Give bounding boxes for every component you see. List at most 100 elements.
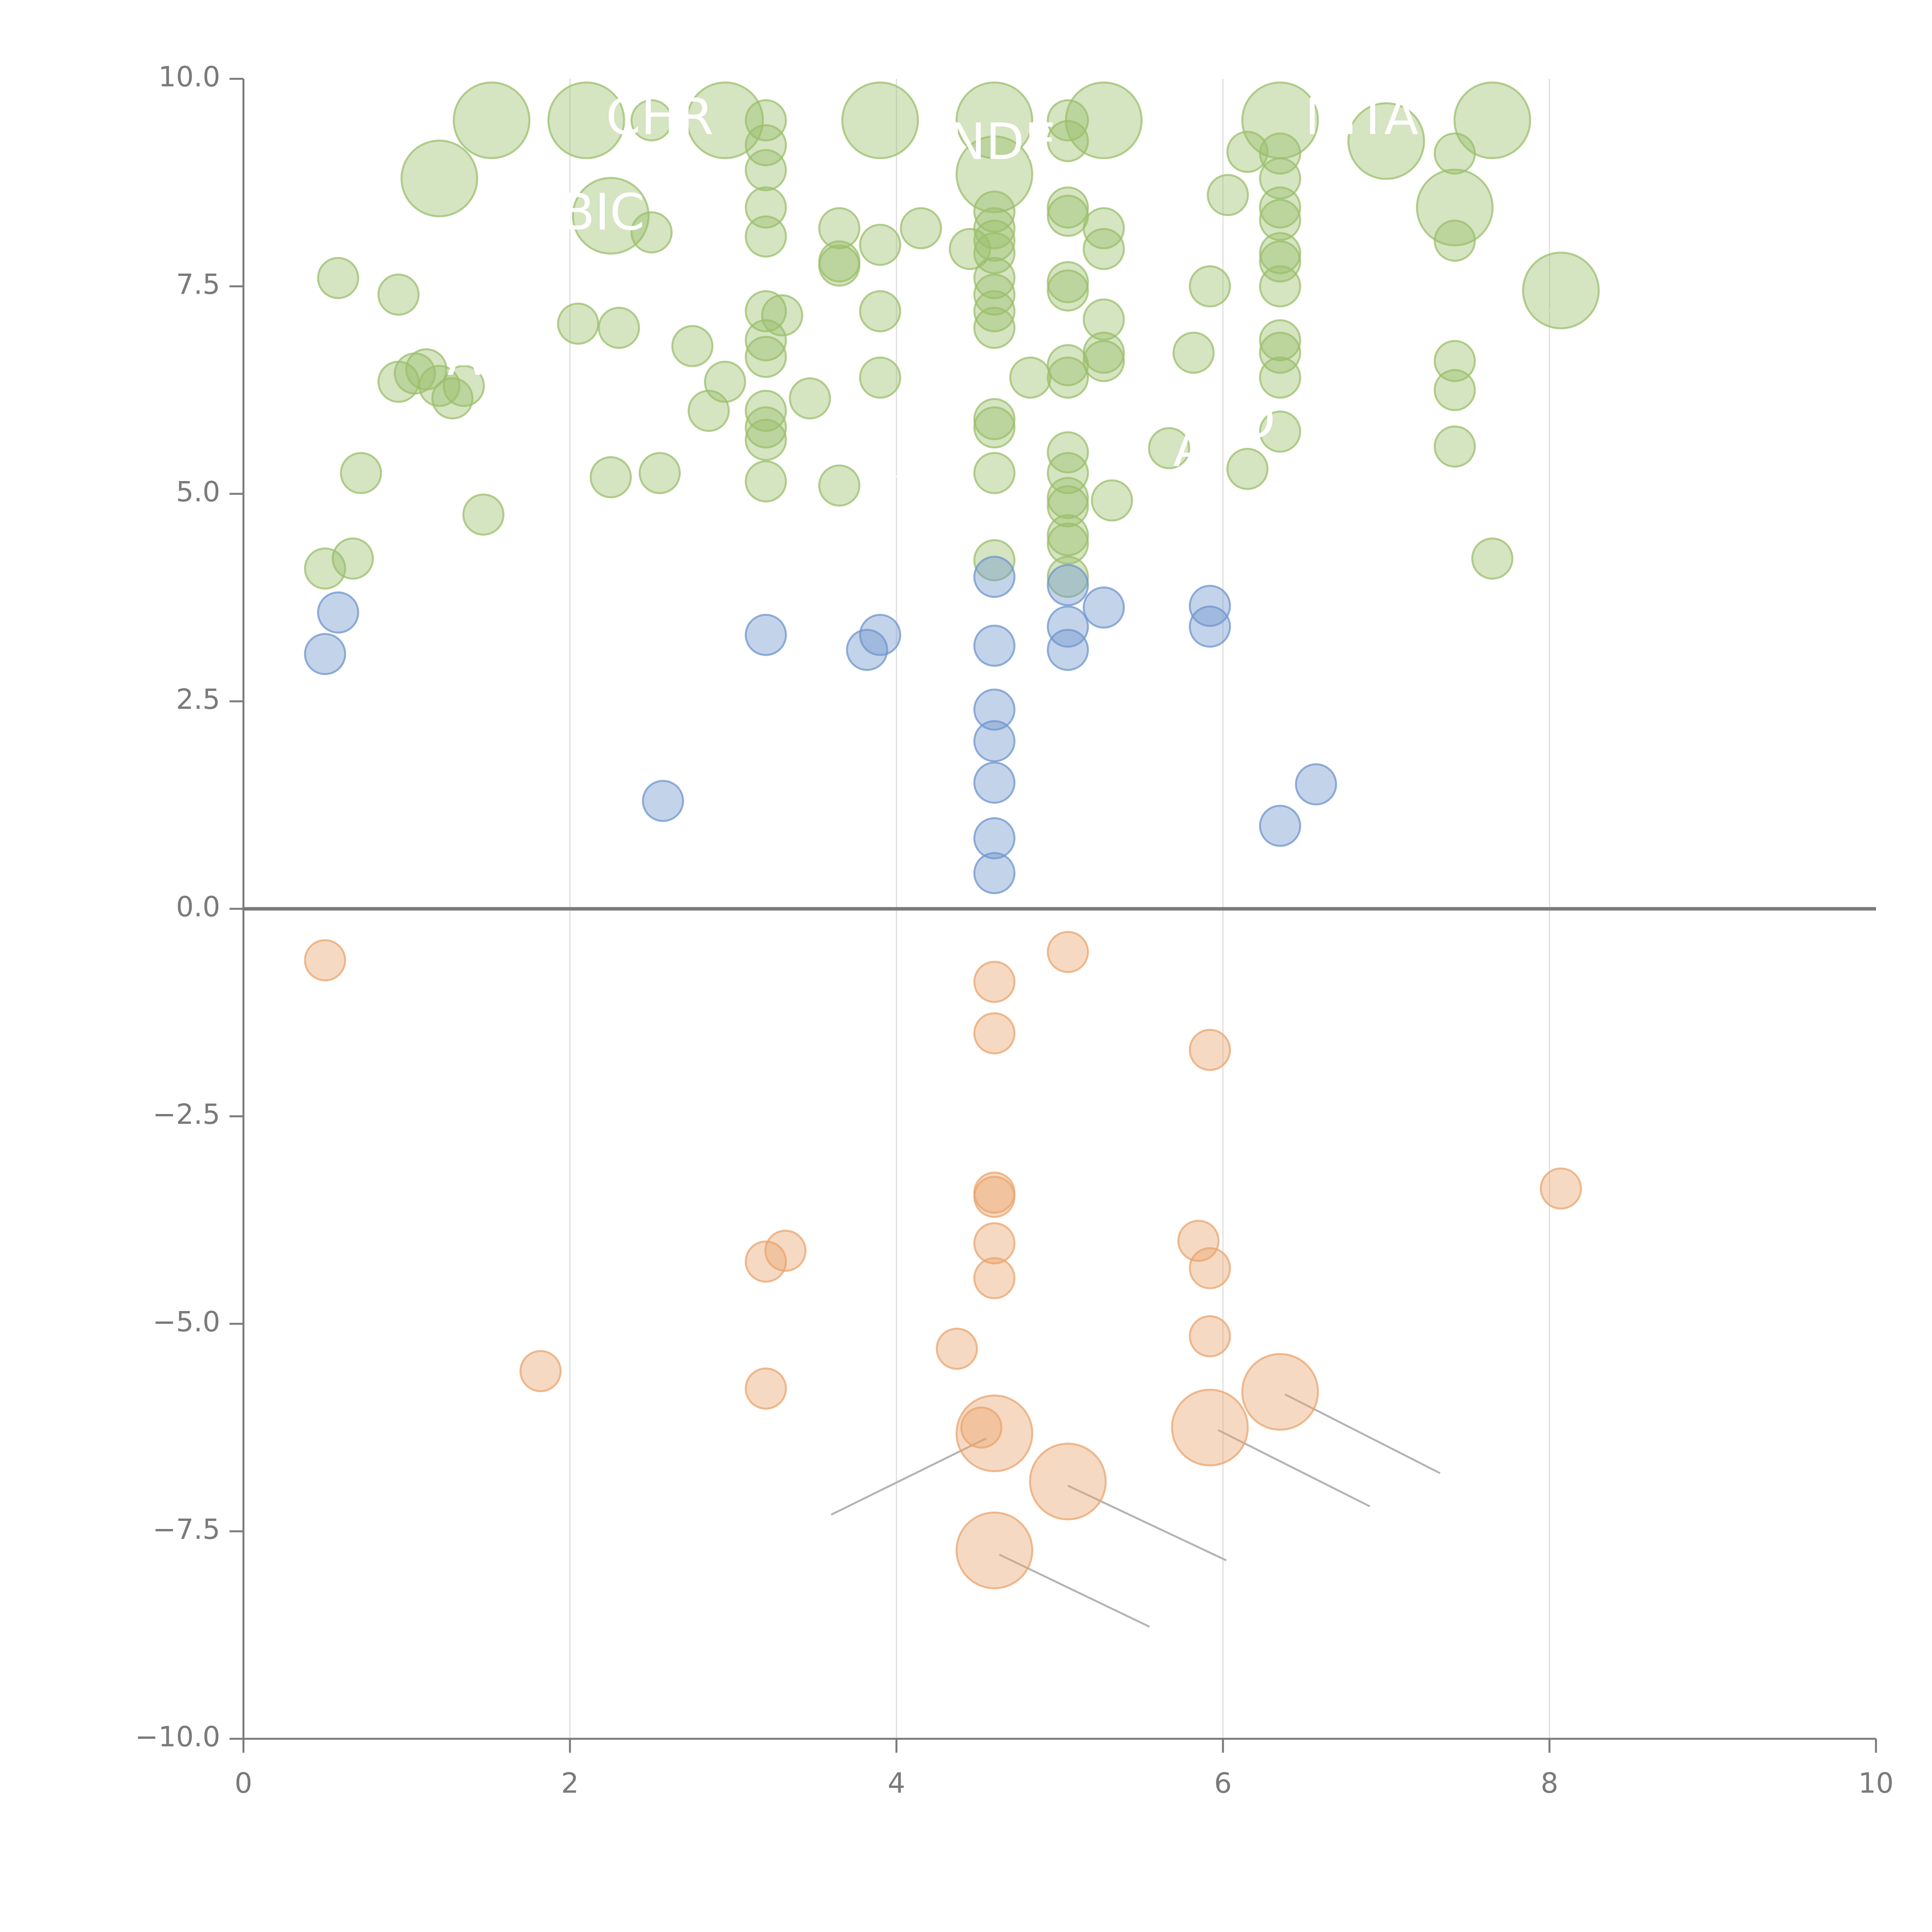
green-point-38 <box>745 460 787 503</box>
green-point-45 <box>859 224 901 266</box>
green-point-61 <box>973 406 1015 449</box>
green-point-33 <box>745 319 787 362</box>
green-point-39 <box>789 377 831 420</box>
green-point-104 <box>1259 410 1301 453</box>
y-tick-label-5: 2.5 <box>176 683 220 716</box>
green-point-44 <box>841 81 919 159</box>
green-point-37 <box>745 418 787 461</box>
green-point-52 <box>973 190 1015 233</box>
green-point-21 <box>671 325 714 367</box>
annotation-label-0: CHR <box>606 87 714 146</box>
green-point-109 <box>1434 340 1476 382</box>
green-point-31 <box>745 290 787 332</box>
green-point-3 <box>630 99 673 141</box>
orange-point-21 <box>1171 1389 1249 1466</box>
blue-point-2 <box>642 780 684 822</box>
leader-line-3 <box>1218 1429 1371 1507</box>
green-point-100 <box>1259 265 1301 308</box>
green-point-35 <box>745 389 787 432</box>
green-point-27 <box>745 124 787 167</box>
annotation-label-3: NITA <box>1305 87 1418 146</box>
green-point-91 <box>1226 131 1269 173</box>
green-point-58 <box>973 290 1015 332</box>
leader-line-10 <box>1271 124 1286 158</box>
annotation-leader-lines <box>419 123 1562 1628</box>
green-point-96 <box>1259 186 1301 229</box>
green-point-50 <box>956 81 1033 159</box>
green-point-64 <box>1009 356 1051 399</box>
blue-point-0 <box>317 591 359 634</box>
green-point-40 <box>818 207 861 250</box>
green-point-28 <box>745 149 787 191</box>
blue-point-11 <box>973 817 1015 859</box>
green-point-54 <box>973 219 1015 262</box>
green-point-66 <box>1047 120 1089 162</box>
green-point-87 <box>1148 427 1190 469</box>
blue-point-5 <box>859 614 901 656</box>
orange-point-20 <box>1189 1315 1231 1357</box>
green-point-24 <box>590 456 632 498</box>
green-point-36 <box>745 406 787 449</box>
orange-point-22 <box>1241 1353 1319 1431</box>
leader-line-11 <box>1492 128 1517 146</box>
green-point-97 <box>1259 199 1301 241</box>
green-point-16 <box>304 547 346 590</box>
x-tick-label-2: 4 <box>888 1767 905 1799</box>
orange-point-1 <box>519 1350 562 1392</box>
annotation-label-4: AE <box>447 328 513 387</box>
leader-line-5 <box>419 163 440 175</box>
green-point-55 <box>973 232 1015 274</box>
leader-line-12 <box>1454 214 1464 237</box>
green-point-7 <box>317 257 359 299</box>
green-point-43 <box>818 464 861 507</box>
green-point-108 <box>1434 219 1476 262</box>
leader-line-2 <box>999 1553 1150 1628</box>
orange-point-5 <box>935 1327 978 1370</box>
green-point-85 <box>1083 340 1125 382</box>
green-point-2 <box>547 81 625 159</box>
leader-line-16 <box>1067 361 1080 391</box>
leader-line-15 <box>662 468 672 490</box>
axes <box>230 78 1877 1753</box>
blue-point-1 <box>304 633 346 675</box>
x-tick-label-5: 10 <box>1858 1767 1894 1799</box>
leader-line-4 <box>1284 1393 1441 1474</box>
green-point-6 <box>630 211 673 253</box>
blue-point-20 <box>1295 763 1337 806</box>
green-point-53 <box>973 207 1015 250</box>
annotation-label-5: A <box>1173 419 1208 478</box>
x-tick-label-0: 0 <box>235 1767 252 1799</box>
leader-line-18 <box>896 460 914 478</box>
blue-point-19 <box>1259 804 1301 847</box>
green-point-62 <box>973 452 1015 494</box>
orange-point-18 <box>1189 1029 1231 1071</box>
orange-point-7 <box>973 961 1015 1003</box>
blue-point-14 <box>1047 605 1089 648</box>
blue-point-3 <box>745 614 787 656</box>
blue-point-13 <box>1047 564 1089 606</box>
green-point-25 <box>638 452 681 494</box>
green-point-56 <box>973 257 1015 299</box>
green-point-47 <box>859 356 901 399</box>
orange-point-15 <box>1047 931 1089 973</box>
green-point-68 <box>1047 194 1089 237</box>
green-point-111 <box>1434 425 1476 468</box>
green-point-70 <box>1047 269 1089 312</box>
y-tick-label-6: 5.0 <box>176 476 220 508</box>
green-point-34 <box>745 336 787 378</box>
x-tick-label-3: 6 <box>1214 1767 1232 1799</box>
y-tick-label-2: −5.0 <box>153 1306 220 1338</box>
green-point-48 <box>900 207 942 250</box>
green-point-5 <box>572 177 650 255</box>
green-point-102 <box>1259 332 1301 374</box>
green-point-94 <box>1259 132 1301 175</box>
blue-point-6 <box>973 556 1015 598</box>
leader-line-1 <box>1067 1485 1227 1561</box>
green-point-72 <box>1047 356 1089 399</box>
green-point-92 <box>1226 448 1269 490</box>
annotation-label-6: O <box>1236 390 1275 449</box>
orange-point-3 <box>764 1230 807 1272</box>
orange-point-2 <box>745 1240 787 1283</box>
y-tick-label-8: 10.0 <box>158 61 220 93</box>
